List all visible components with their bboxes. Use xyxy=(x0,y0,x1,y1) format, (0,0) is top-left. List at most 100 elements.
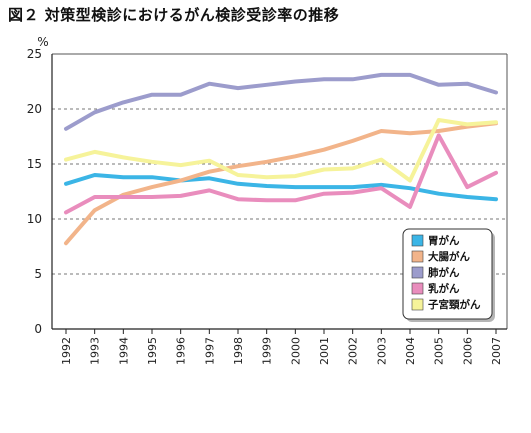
x-tick-label: 2006 xyxy=(461,337,474,365)
data-point xyxy=(207,170,211,174)
data-point xyxy=(351,191,355,195)
series-line-2 xyxy=(64,121,498,246)
legend-swatch xyxy=(411,250,424,263)
data-point xyxy=(121,100,125,104)
legend-swatch xyxy=(411,266,424,279)
y-axis-unit-label: % xyxy=(37,35,48,49)
data-point xyxy=(494,120,498,124)
data-point xyxy=(121,195,125,199)
data-point xyxy=(265,160,269,164)
data-point xyxy=(93,110,97,114)
legend-label: 子宮頸がん xyxy=(428,298,481,311)
x-tick-label: 2002 xyxy=(347,337,360,365)
data-point xyxy=(93,150,97,154)
data-point xyxy=(293,174,297,178)
data-point xyxy=(437,133,441,137)
series-line-4 xyxy=(64,133,498,215)
data-point xyxy=(379,183,383,187)
data-point xyxy=(93,208,97,212)
data-point xyxy=(351,77,355,81)
data-point xyxy=(179,194,183,198)
data-point xyxy=(121,155,125,159)
data-point xyxy=(437,192,441,196)
x-tick-label: 1999 xyxy=(261,337,274,365)
data-point xyxy=(64,241,68,245)
data-point xyxy=(236,197,240,201)
legend-swatch xyxy=(411,298,424,311)
data-point xyxy=(207,176,211,180)
x-tick-label: 2004 xyxy=(404,337,417,365)
data-point xyxy=(408,178,412,183)
data-point xyxy=(379,158,383,162)
data-point xyxy=(322,185,326,189)
legend-swatch xyxy=(411,234,424,247)
chart-title: 図２ 対策型検診におけるがん検診受診率の推移 xyxy=(8,6,340,24)
x-tick-label: 1993 xyxy=(89,337,102,365)
data-point xyxy=(265,175,269,179)
legend-box xyxy=(402,228,493,320)
data-point xyxy=(150,185,154,189)
data-point xyxy=(437,129,441,133)
axes: 0 5 10 15 20 25% 1992 1993 1994 1995 1996 1997 1998 1… xyxy=(27,35,508,365)
data-point xyxy=(179,163,183,167)
data-point xyxy=(379,129,383,133)
y-tick-label: 15 xyxy=(27,157,42,171)
data-point xyxy=(379,186,383,190)
data-point xyxy=(207,159,211,163)
data-point xyxy=(236,173,240,177)
x-tick-label: 1998 xyxy=(232,337,245,365)
x-tick-label: 1997 xyxy=(203,337,216,365)
data-point xyxy=(179,178,183,183)
data-point xyxy=(465,185,469,189)
data-point xyxy=(293,154,297,158)
y-tick-label: 20 xyxy=(27,102,42,116)
legend-label: 胃がん xyxy=(428,234,460,247)
data-point xyxy=(465,82,469,86)
x-tick-label: 2000 xyxy=(289,337,302,365)
x-tick-label: 1995 xyxy=(146,337,159,365)
data-point xyxy=(150,195,154,199)
data-point xyxy=(293,198,297,202)
series-line-1 xyxy=(64,173,498,202)
data-point xyxy=(351,139,355,143)
data-point xyxy=(293,185,297,189)
data-point xyxy=(64,182,68,186)
legend-label: 乳がん xyxy=(428,282,460,295)
series-line-3 xyxy=(64,72,498,131)
x-tick-label: 1996 xyxy=(175,337,188,365)
data-point xyxy=(265,83,269,87)
data-point xyxy=(93,195,97,199)
data-point xyxy=(207,82,211,86)
data-point xyxy=(293,79,297,84)
data-point xyxy=(150,175,154,179)
data-point xyxy=(322,148,326,152)
data-point xyxy=(408,73,412,77)
data-point xyxy=(408,205,412,209)
y-tick-label: 10 xyxy=(27,212,42,226)
data-point xyxy=(494,171,498,175)
data-point xyxy=(64,127,68,131)
data-point xyxy=(93,173,97,177)
data-point xyxy=(322,77,326,81)
data-point xyxy=(121,175,125,179)
y-tick-label: 25 xyxy=(27,47,42,61)
data-point xyxy=(150,93,154,97)
data-point xyxy=(494,197,498,201)
data-point xyxy=(465,195,469,199)
data-point xyxy=(179,93,183,97)
data-point xyxy=(236,86,240,90)
series-line-5 xyxy=(64,118,498,183)
data-point xyxy=(379,73,383,77)
data-point xyxy=(465,122,469,126)
data-point xyxy=(64,210,68,214)
data-point xyxy=(322,167,326,172)
data-point xyxy=(64,158,68,162)
x-tick-label: 1994 xyxy=(117,337,130,365)
x-tick-label: 1992 xyxy=(60,337,73,365)
data-point xyxy=(207,188,211,192)
series-lines xyxy=(64,72,498,246)
data-point xyxy=(494,90,498,95)
data-point xyxy=(150,160,154,164)
